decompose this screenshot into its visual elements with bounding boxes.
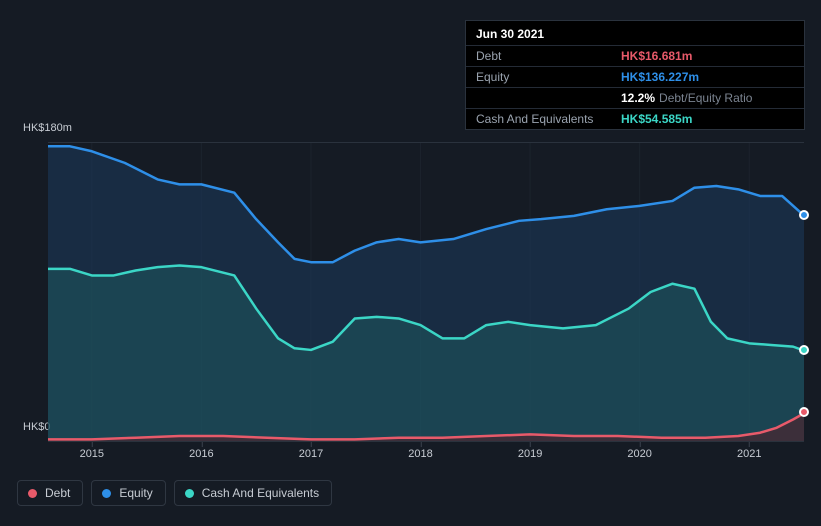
tooltip-ratio-empty bbox=[466, 88, 611, 109]
debt-end-marker bbox=[799, 407, 809, 417]
tooltip-debt-value: HK$16.681m bbox=[611, 46, 804, 67]
xaxis-tick: 2015 bbox=[80, 448, 104, 460]
legend-swatch bbox=[102, 489, 111, 498]
cash-end-marker bbox=[799, 345, 809, 355]
legend-swatch bbox=[28, 489, 37, 498]
xaxis-tick: 2016 bbox=[189, 448, 213, 460]
xaxis-tick: 2018 bbox=[408, 448, 432, 460]
tooltip-ratio-label: Debt/Equity Ratio bbox=[659, 91, 752, 105]
chart-plot-area[interactable] bbox=[48, 142, 804, 442]
tooltip-date: Jun 30 2021 bbox=[466, 21, 804, 46]
legend-swatch bbox=[185, 489, 194, 498]
tooltip-equity-label: Equity bbox=[466, 67, 611, 88]
tooltip-equity-value: HK$136.227m bbox=[611, 67, 804, 88]
tooltip-cash-value: HK$54.585m bbox=[611, 109, 804, 130]
legend-label: Debt bbox=[45, 486, 70, 500]
legend-item-equity[interactable]: Equity bbox=[91, 480, 165, 506]
tooltip-debt-label: Debt bbox=[466, 46, 611, 67]
xaxis-tick: 2020 bbox=[627, 448, 651, 460]
legend-label: Equity bbox=[119, 486, 152, 500]
tooltip-table: Debt HK$16.681m Equity HK$136.227m 12.2%… bbox=[466, 46, 804, 129]
xaxis: 2015 2016 2017 2018 2019 2020 2021 bbox=[48, 444, 804, 464]
yaxis-top-label: HK$180m bbox=[23, 122, 72, 134]
equity-end-marker bbox=[799, 210, 809, 220]
xaxis-tick: 2019 bbox=[518, 448, 542, 460]
legend: Debt Equity Cash And Equivalents bbox=[17, 480, 332, 506]
xaxis-tick: 2017 bbox=[299, 448, 323, 460]
tooltip-ratio-cell: 12.2% Debt/Equity Ratio bbox=[611, 88, 804, 109]
yaxis-bot-label: HK$0 bbox=[23, 421, 51, 433]
legend-label: Cash And Equivalents bbox=[202, 486, 319, 500]
xaxis-tick: 2021 bbox=[737, 448, 761, 460]
legend-item-debt[interactable]: Debt bbox=[17, 480, 83, 506]
tooltip-cash-label: Cash And Equivalents bbox=[466, 109, 611, 130]
chart-svg bbox=[48, 143, 804, 441]
tooltip-ratio-pct: 12.2% bbox=[621, 91, 655, 105]
legend-item-cash-and-equivalents[interactable]: Cash And Equivalents bbox=[174, 480, 332, 506]
tooltip-panel: Jun 30 2021 Debt HK$16.681m Equity HK$13… bbox=[465, 20, 805, 130]
